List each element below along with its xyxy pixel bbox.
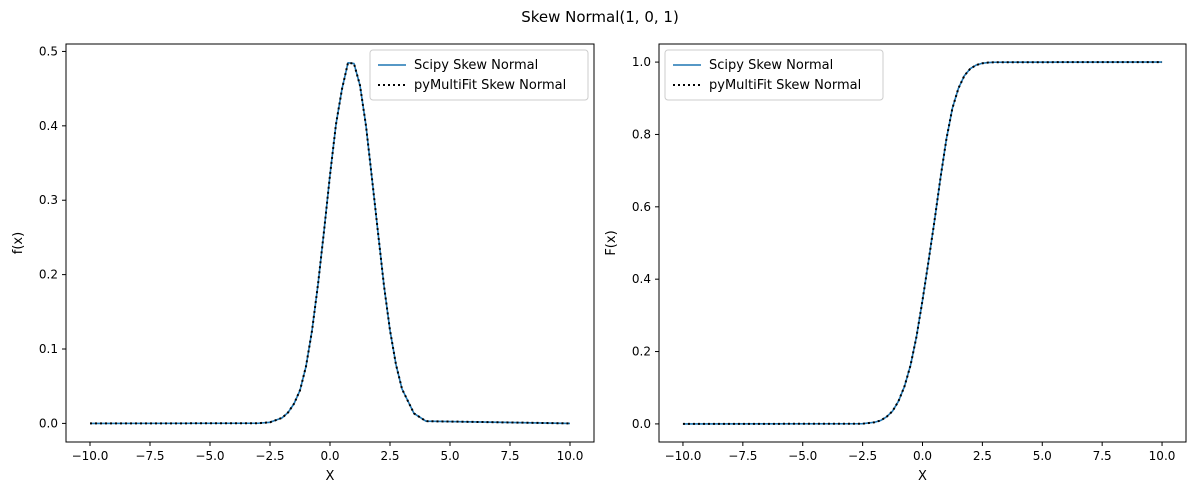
pdf-y-tick-label: 0.0: [39, 416, 58, 430]
pdf-pymultifit-series-line: [89, 61, 571, 425]
cdf-scipy-series-line: [682, 61, 1163, 425]
cdf-y-tick-label: 0.0: [632, 417, 651, 431]
cdf-legend-box: [664, 49, 884, 101]
cdf-pymultifit-series-line: [682, 61, 1163, 425]
pdf-legend-label: pyMultiFit Skew Normal: [414, 78, 566, 93]
cdf-x-tick-label: 0.0: [913, 449, 932, 463]
cdf-x-axis-label: X: [918, 469, 927, 484]
cdf-y-tick-label: 0.2: [632, 345, 651, 359]
pdf-axes-frame: [65, 43, 595, 443]
pdf-x-axis-label: X: [326, 469, 335, 484]
pdf-x-tick-label: 10.0: [557, 449, 584, 463]
pdf-y-tick-label: 0.4: [39, 119, 58, 133]
cdf-x-tick-label: −5.0: [788, 449, 817, 463]
pdf-legend-box: [369, 49, 589, 101]
cdf-x-tick-label: 2.5: [973, 449, 992, 463]
cdf-y-tick-label: 0.8: [632, 127, 651, 141]
pdf-legend-label: Scipy Skew Normal: [414, 58, 538, 73]
pdf-chart-panel: −10.0 −7.5 −5.0 −2.5 0.0 2.5 5.0 7.5 10.0 0.0 0.1 0…: [11, 43, 595, 484]
cdf-x-tick-label: 10.0: [1149, 449, 1176, 463]
cdf-legend-label: pyMultiFit Skew Normal: [709, 78, 861, 93]
pdf-y-tick-label: 0.1: [39, 342, 58, 356]
pdf-x-tick-label: −2.5: [255, 449, 284, 463]
pdf-x-tick-label: −5.0: [195, 449, 224, 463]
pdf-x-tick-label: −10.0: [72, 449, 109, 463]
pdf-x-tick-label: 2.5: [380, 449, 399, 463]
pdf-y-tick-label: 0.2: [39, 268, 58, 282]
cdf-chart-panel: −10.0 −7.5 −5.0 −2.5 0.0 2.5 5.0 7.5 10.0 0.0 0.2 0…: [604, 43, 1187, 484]
cdf-x-tick-label: −10.0: [665, 449, 702, 463]
pdf-y-tick-label: 0.3: [39, 193, 58, 207]
cdf-legend: Scipy Skew Normal pyMultiFit Skew Normal: [664, 49, 884, 101]
cdf-x-tick-label: −7.5: [728, 449, 757, 463]
cdf-y-tick-label: 1.0: [632, 55, 651, 69]
cdf-x-tick-label: −2.5: [848, 449, 877, 463]
figure-title: Skew Normal(1, 0, 1): [521, 8, 679, 26]
pdf-y-axis-label: f(x): [11, 232, 26, 254]
cdf-y-tick-label: 0.4: [632, 272, 651, 286]
cdf-y-tick-label: 0.6: [632, 200, 651, 214]
pdf-x-tick-label: 0.0: [320, 449, 339, 463]
cdf-legend-label: Scipy Skew Normal: [709, 58, 833, 73]
pdf-x-tick-label: 5.0: [440, 449, 459, 463]
pdf-x-tick-label: −7.5: [135, 449, 164, 463]
pdf-x-tick-label: 7.5: [500, 449, 519, 463]
cdf-x-tick-label: 7.5: [1093, 449, 1112, 463]
pdf-legend: Scipy Skew Normal pyMultiFit Skew Normal: [369, 49, 589, 101]
pdf-scipy-series-line: [89, 61, 571, 425]
cdf-y-axis-label: F(x): [604, 230, 619, 255]
pdf-y-tick-label: 0.5: [39, 44, 58, 58]
cdf-axes-frame: [658, 43, 1187, 443]
cdf-x-tick-label: 5.0: [1033, 449, 1052, 463]
